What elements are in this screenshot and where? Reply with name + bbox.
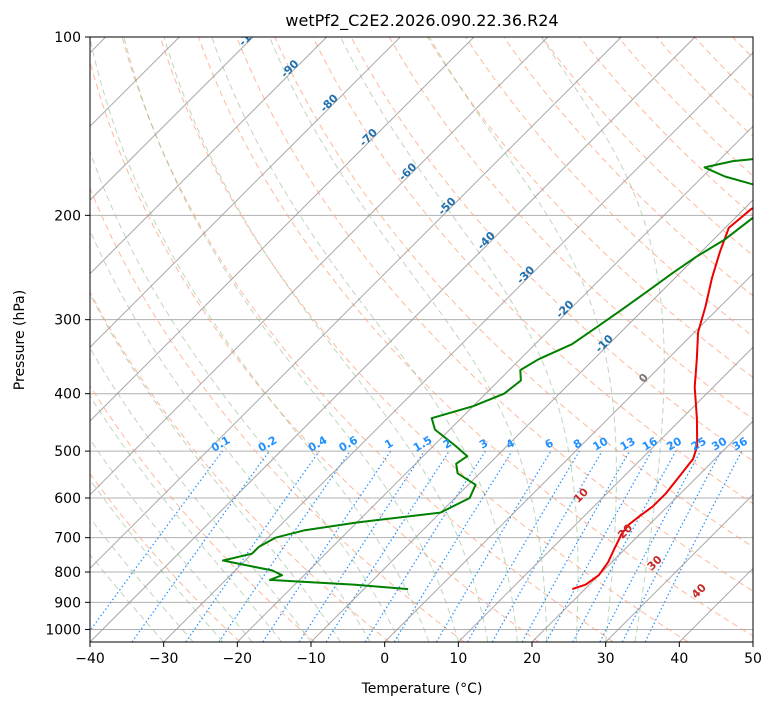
x-tick-label: 0 [380, 651, 389, 667]
isotherm-line [163, 51, 753, 642]
isotherm-line [310, 199, 753, 642]
y-tick-label: 600 [54, 491, 81, 507]
moist-adiabat-line [90, 438, 253, 642]
x-tick-label: 10 [449, 651, 467, 667]
x-tick-label: −20 [223, 651, 253, 667]
isotherm-line [457, 346, 753, 642]
dry-adiabat-line [90, 59, 540, 642]
dry-adiabat-line [197, 37, 753, 637]
x-tick-label: 50 [744, 651, 762, 667]
y-tick-label: 100 [54, 30, 81, 46]
mixing-ratio-line [218, 450, 351, 642]
mixing-ratio-line [185, 450, 320, 642]
moist-adiabat-line [90, 149, 400, 642]
dry-adiabat-line [90, 384, 316, 642]
mixing-ratio-line [545, 450, 653, 642]
dry-adiabat-line [90, 291, 390, 642]
mixing-ratio-line [393, 450, 513, 642]
dry-adiabat-line [274, 37, 753, 548]
isotherm-line [531, 420, 753, 642]
moist-adiabat-line [340, 37, 579, 642]
mixing-ratio-line [644, 450, 743, 642]
dry-adiabat-line [121, 37, 614, 642]
mixing-ratio-line [325, 450, 450, 642]
mixing-ratio-line [521, 450, 631, 642]
dewpoint-profile-line [222, 158, 753, 591]
isotherm-line [236, 125, 753, 642]
isotherm-line [90, 37, 696, 642]
isotherm-lines [90, 37, 753, 642]
mixing-ratio-line [298, 450, 425, 642]
mixing-ratio-line [131, 450, 270, 642]
mixing-ratio-lines [90, 450, 743, 642]
isotherm-label: -100 [236, 20, 265, 49]
y-tick-label: 400 [54, 387, 81, 403]
y-tick-label: 200 [54, 208, 81, 224]
temperature-profile-line [571, 207, 753, 591]
x-tick-label: −40 [75, 651, 105, 667]
isotherm-line [90, 37, 254, 201]
y-tick-label: 1000 [45, 622, 81, 638]
x-tick-label: 20 [523, 651, 541, 667]
x-tick-label: −10 [296, 651, 326, 667]
isotherm-line [90, 37, 328, 275]
isotherm-line [605, 493, 753, 642]
isotherm-line [384, 272, 753, 642]
mixing-ratio-line [90, 450, 223, 632]
moist-adiabat-line [90, 293, 341, 642]
moist-adiabat-line [269, 37, 548, 642]
sounding-curves [222, 158, 753, 591]
x-tick-label: 40 [670, 651, 688, 667]
y-axis-ticks: 100 200 300 400 500 600 700 800 900 1000 [45, 30, 90, 638]
isotherm-line [90, 37, 475, 422]
x-axis-title: Temperature (°C) [361, 681, 483, 697]
x-tick-label: −30 [149, 651, 179, 667]
y-tick-label: 900 [54, 595, 81, 611]
moist-adiabat-line [211, 37, 518, 642]
moist-adiabat-line [90, 229, 371, 642]
x-axis-ticks: −40 −30 −20 −10 0 10 20 30 40 50 [75, 642, 762, 667]
moist-adiabat-line [123, 37, 459, 642]
moist-adiabat-line [540, 37, 665, 642]
dry-adiabat-line [312, 37, 753, 505]
y-axis-title: Pressure (hPa) [12, 290, 28, 390]
moist-adiabat-line [90, 517, 194, 642]
isotherm-line [90, 37, 401, 349]
pressure-gridlines [90, 37, 753, 630]
moist-adiabat-line [90, 553, 165, 642]
moist-adiabat-line [90, 394, 282, 642]
y-tick-label: 300 [54, 313, 81, 329]
x-tick-label: 30 [597, 651, 615, 667]
moist-adiabat-line [163, 37, 489, 642]
chart-title: wetPf2_C2E2.2026.090.22.36.R24 [285, 11, 558, 31]
isotherm-line [90, 37, 549, 496]
plot-area: 0.10.20.40.611.52346810131620253036-100-… [90, 20, 753, 642]
moist-adiabat-line [90, 479, 223, 642]
mixing-ratio-line [572, 450, 677, 642]
moist-adiabat-line [428, 37, 617, 642]
moist-adiabats [90, 37, 665, 642]
y-tick-label: 700 [54, 531, 81, 547]
moist-adiabat-line [90, 37, 430, 642]
dry-adiabat-line [236, 37, 753, 592]
isotherm-line [90, 37, 622, 570]
plot-frame [89, 36, 754, 643]
y-tick-label: 500 [54, 444, 81, 460]
y-tick-label: 800 [54, 565, 81, 581]
dry-adiabat-line [503, 37, 753, 297]
mixing-ratio-line [262, 450, 392, 642]
